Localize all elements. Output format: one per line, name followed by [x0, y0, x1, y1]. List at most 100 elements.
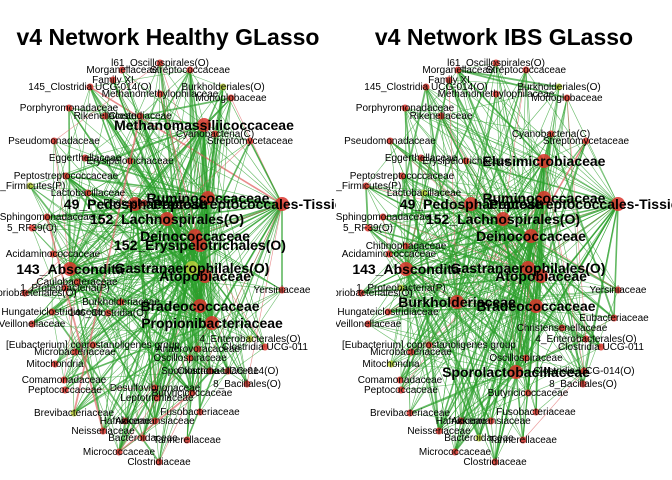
network-node — [417, 154, 425, 162]
node-label: Eggerthellaceae — [385, 153, 458, 164]
positive-edge — [166, 218, 201, 307]
network-node — [21, 289, 29, 297]
node-label: Micrococcaceae — [419, 447, 492, 458]
node-label: 8_Bacillales(O) — [213, 379, 281, 390]
positive-edge — [89, 86, 213, 324]
node-label: Burkholderiales(O) — [517, 82, 600, 93]
positive-edge — [404, 107, 552, 135]
positive-edge — [448, 79, 619, 205]
positive-edge — [400, 203, 472, 289]
network-node — [420, 189, 428, 197]
node-label: Atopobiaceae — [495, 268, 587, 284]
node-label: Veillonellaceae — [336, 319, 402, 330]
network-node — [243, 380, 251, 388]
positive-edge — [389, 140, 615, 319]
node-label: 5_RF39(O) — [343, 223, 393, 234]
positive-edge — [191, 197, 209, 394]
negative-edge — [53, 140, 71, 270]
negative-edge — [515, 197, 545, 373]
node-label: Bradeococcaceae — [140, 298, 259, 314]
node-label: Streptomycetaceae — [543, 136, 630, 147]
positive-edge — [390, 79, 450, 365]
positive-edge — [438, 301, 458, 432]
positive-edge — [159, 62, 201, 246]
node-label: Eubacteriaceae — [579, 313, 649, 324]
node-label: Atopobiaceae — [159, 268, 251, 284]
positive-edge — [387, 268, 407, 313]
network-node — [435, 427, 443, 435]
positive-edge — [112, 79, 213, 324]
network-node — [28, 320, 36, 328]
node-label: Morganellaceae — [86, 65, 158, 76]
node-label: 8_Bacillales(O) — [549, 379, 617, 390]
node-label: Clostridiaceae — [463, 457, 527, 468]
positive-edge — [76, 281, 193, 394]
positive-edge — [404, 107, 440, 432]
network-node — [397, 284, 405, 292]
network-node — [49, 250, 57, 258]
node-label: Pseudomonadaceae — [8, 136, 100, 147]
positive-edge — [189, 69, 283, 205]
node-label: Christensenellaceae — [517, 323, 608, 334]
positive-edge — [154, 133, 216, 422]
positive-edge — [199, 86, 224, 246]
positive-edge — [69, 62, 161, 270]
ibs-network-panel: v4 Network IBS GLasso l61_Oscillospirale… — [336, 0, 672, 480]
network-node — [379, 213, 387, 221]
positive-edge — [166, 124, 205, 220]
node-label: Eggerthellaceae — [49, 153, 122, 164]
positive-edge — [456, 69, 527, 303]
network-node — [422, 83, 430, 91]
network-node — [425, 341, 433, 349]
node-label: Chitinophagaceae — [366, 241, 447, 252]
positive-edge — [425, 86, 472, 205]
network-node — [62, 172, 70, 180]
positive-edge — [51, 311, 65, 381]
positive-edge — [139, 69, 191, 117]
positive-edge — [390, 363, 517, 373]
network-node — [197, 118, 211, 132]
network-node — [118, 66, 126, 74]
node-label: Tannerellaceae — [489, 435, 557, 446]
positive-edge — [104, 115, 283, 205]
positive-edge — [360, 275, 542, 294]
network-node — [205, 316, 219, 330]
positive-edge — [400, 370, 585, 391]
node-label: 145_Clostridia UCG-014(O) — [28, 82, 151, 93]
node-label: Peptococcaceae — [364, 385, 438, 396]
negative-edge — [522, 370, 585, 441]
node-label: Propionibacteriaceae — [141, 315, 283, 331]
positive-edge — [448, 79, 532, 237]
positive-edge — [51, 140, 55, 313]
positive-edge — [191, 322, 213, 394]
node-label: Brevibacteriaceae — [370, 408, 450, 419]
network-node — [406, 409, 414, 417]
positive-edge — [139, 97, 232, 117]
network-node — [193, 299, 207, 313]
node-label: 152_Lachnospirales(O) — [90, 211, 244, 227]
node-label: Burkholderiales(O) — [181, 82, 264, 93]
network-node — [397, 386, 405, 394]
positive-edge — [440, 115, 458, 303]
positive-edge — [400, 287, 517, 373]
node-label: Neisseriaceae — [71, 426, 135, 437]
network-node — [582, 335, 590, 343]
node-label: Neisseriaceae — [407, 426, 471, 437]
network-node — [451, 448, 459, 456]
positive-edge — [400, 267, 529, 391]
positive-edge — [46, 216, 71, 270]
positive-edge — [535, 305, 615, 319]
positive-edge — [400, 305, 537, 391]
positive-edge — [470, 203, 529, 269]
network-node — [614, 286, 622, 294]
network-node — [193, 238, 207, 252]
positive-edge — [454, 267, 529, 453]
positive-edge — [456, 93, 497, 303]
positive-edge — [112, 79, 209, 199]
node-label: 50_Coriobacteriales(O) — [0, 288, 77, 299]
positive-edge — [457, 69, 568, 99]
positive-edge — [120, 301, 193, 394]
positive-edge — [515, 267, 529, 373]
node-label: Mitochondria — [362, 359, 420, 370]
node-label: 145_Clostridia UCG-014(O) — [364, 82, 487, 93]
